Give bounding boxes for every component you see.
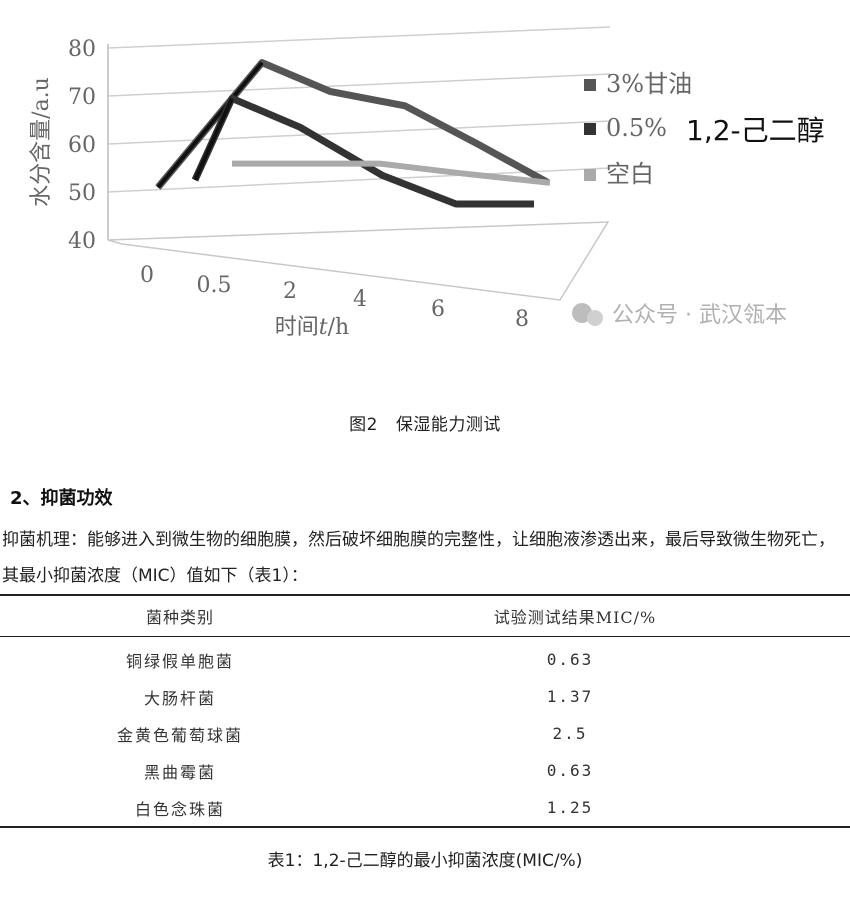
series-line — [191, 94, 534, 208]
mic-cell: 1.37 — [546, 687, 594, 706]
series-start-segment — [156, 61, 264, 189]
header-strain: 菌种类别 — [145, 608, 214, 627]
humidity-chart: 40 50 60 70 80 水分含量/a.u 0 0.5 2 4 6 8 时间t/h 3%甘油 0.5% 1… — [0, 0, 850, 370]
x-tick-label: 0 — [140, 263, 154, 288]
legend-swatch — [584, 123, 596, 135]
y-axis-label: 水分含量/a.u — [29, 77, 54, 207]
legend-label-extra: 1,2-己二醇 — [686, 114, 825, 147]
figure-caption-number: 图2 — [349, 415, 378, 435]
table-caption: 表1：1,2-己二醇的最小抑菌浓度(MIC/%) — [267, 851, 583, 871]
y-tick-label: 70 — [68, 85, 96, 110]
y-tick-label: 80 — [68, 37, 96, 62]
series-line — [232, 160, 551, 186]
gridline — [107, 26, 611, 49]
mechanism-paragraph: 抑菌机理：能够进入到微生物的细胞膜，然后破坏细胞膜的完整性，让细胞液渗透出来，最… — [2, 530, 835, 586]
strain-cell: 白色念珠菌 — [134, 799, 225, 819]
table-row: 大肠杆菌 1.37 — [0, 678, 850, 715]
x-tick-label: 6 — [431, 297, 445, 322]
x-tick-label: 2 — [283, 279, 297, 304]
figure-caption-text: 保湿能力测试 — [395, 415, 501, 435]
mic-table: 菌种类别 试验测试结果MIC/% 铜绿假单胞菌 0.63 大肠杆菌 1.37 金… — [0, 594, 850, 828]
strain-cell: 黑曲霉菌 — [143, 762, 216, 782]
floor-plane — [107, 221, 610, 301]
figure-caption: 图2 保湿能力测试 — [0, 410, 850, 435]
gridline — [107, 120, 611, 145]
series-start-segment — [193, 97, 234, 181]
legend-label: 空白 — [606, 160, 654, 188]
strain-cell: 金黄色葡萄球菌 — [116, 725, 243, 745]
y-tick-label: 60 — [68, 133, 96, 158]
chart-svg: 40 50 60 70 80 水分含量/a.u 0 0.5 2 4 6 8 时间t/h 3%甘油 0.5% 1… — [29, 26, 825, 340]
section-heading: 2、抑菌功效 — [10, 488, 113, 509]
table-row: 白色念珠菌 1.25 — [0, 789, 850, 827]
wechat-icon-small — [587, 310, 603, 326]
table-row: 铜绿假单胞菌 0.63 — [0, 637, 850, 679]
strain-cell: 大肠杆菌 — [143, 688, 216, 708]
mic-cell: 1.25 — [546, 798, 594, 817]
legend-swatch — [584, 79, 596, 91]
x-tick-label: 4 — [353, 287, 367, 312]
mic-cell: 0.63 — [546, 761, 594, 780]
y-tick-label: 50 — [68, 181, 96, 206]
legend-label: 3%甘油 — [606, 70, 692, 98]
x-tick-label: 0.5 — [197, 273, 232, 298]
watermark-text: 公众号 · 武汉瓴本 — [612, 303, 787, 328]
y-tick-label: 40 — [68, 229, 96, 254]
mic-cell: 0.63 — [546, 650, 594, 669]
header-mic: 试验测试结果MIC/% — [493, 608, 657, 627]
gridline — [107, 73, 611, 97]
mic-cell: 2.5 — [552, 724, 588, 743]
x-tick-label: 8 — [515, 307, 529, 332]
table-header-row: 菌种类别 试验测试结果MIC/% — [0, 595, 850, 637]
table-row: 黑曲霉菌 0.63 — [0, 752, 850, 789]
x-axis-label: 时间t/h — [275, 315, 349, 340]
strain-cell: 铜绿假单胞菌 — [125, 651, 234, 671]
table-row: 金黄色葡萄球菌 2.5 — [0, 715, 850, 752]
legend-swatch — [584, 169, 596, 181]
legend-label: 0.5% — [606, 114, 667, 142]
